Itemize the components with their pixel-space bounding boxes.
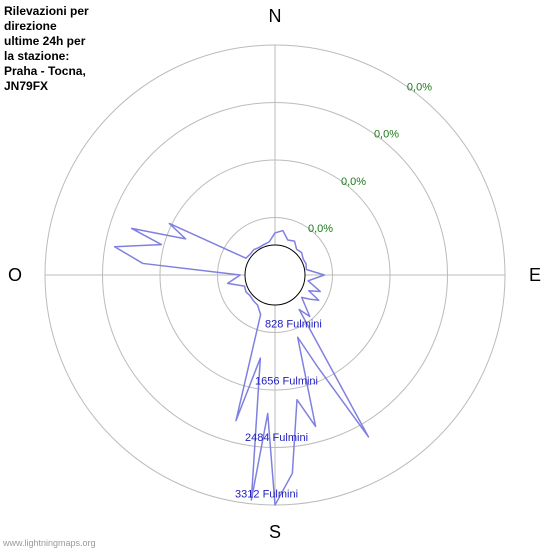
ring-label-percent: 0,0% (374, 129, 399, 141)
ring-label-count: 1656 Fulmini (255, 375, 318, 387)
footer-credit: www.lightningmaps.org (3, 538, 96, 548)
ring-label-count: 828 Fulmini (265, 319, 322, 331)
cardinal-label: N (269, 6, 282, 26)
ring-label-percent: 0,0% (407, 82, 432, 94)
ring-label-count: 3312 Fulmini (235, 489, 298, 501)
ring-label-count: 2484 Fulmini (245, 432, 308, 444)
ring-label-percent: 0,0% (341, 176, 366, 188)
cardinal-label: E (529, 265, 541, 285)
ring-label-percent: 0,0% (308, 223, 333, 235)
cardinal-label: S (269, 522, 281, 542)
polar-chart: N E S O 0,0% 0,0% 0,0% 0,0% 828 Fulmini 1656 Fulm… (0, 0, 550, 550)
inner-circle (245, 245, 305, 305)
data-polygon (115, 223, 369, 505)
cardinal-label: O (8, 265, 22, 285)
